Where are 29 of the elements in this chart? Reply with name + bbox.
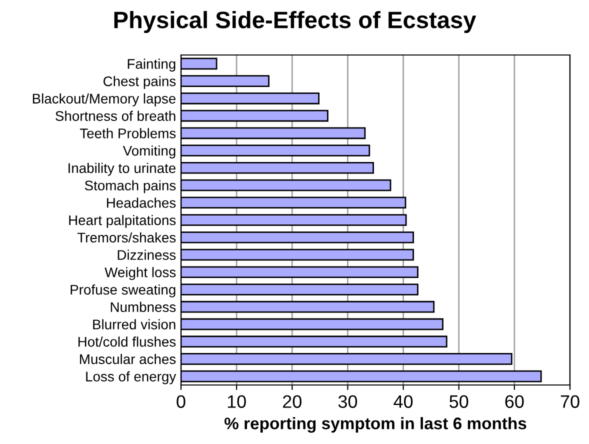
y-tick-label: Hot/cold flushes	[78, 336, 176, 347]
y-tick-label: Blackout/Memory lapse	[32, 93, 176, 106]
y-tick-label: Chest pains	[104, 76, 176, 89]
x-tick-label: 50	[450, 395, 468, 408]
y-tick-label: Weight loss	[104, 267, 176, 280]
y-tick-label: Stomach pains	[84, 180, 176, 194]
chart-title: Physical Side-Effects of Ecstasy	[114, 10, 476, 34]
x-tick-label: 70	[560, 395, 580, 408]
y-tick-label: Teeth Problems	[80, 128, 176, 138]
x-tick-label: 0	[176, 395, 186, 408]
x-tick-label: 40	[394, 395, 413, 408]
y-tick-label: Inability to urinate	[68, 162, 176, 176]
x-tick-label: 10	[228, 395, 246, 408]
x-axis-title: % reporting symptom in last 6 months	[224, 417, 526, 433]
y-tick-label: Fainting	[128, 58, 176, 72]
x-tick-label: 60	[505, 395, 524, 408]
y-tick-label: Tremors/shakes	[77, 232, 176, 243]
y-tick-label: Profuse sweating	[70, 284, 176, 298]
y-tick-label: Numbness	[110, 302, 176, 312]
x-tick-label: 30	[338, 395, 358, 408]
y-tick-label: Shortness of breath	[56, 110, 176, 121]
y-tick-label: Headaches	[107, 198, 176, 208]
y-tick-label: Heart palpitations	[69, 214, 176, 228]
y-tick-label: Blurred vision	[93, 319, 176, 330]
y-tick-label: Dizziness	[118, 250, 176, 260]
y-tick-label: Vomiting	[122, 145, 176, 158]
y-tick-label: Muscular aches	[80, 354, 176, 364]
x-tick-label: 20	[283, 395, 302, 408]
y-tick-label: Loss of energy	[86, 371, 176, 384]
